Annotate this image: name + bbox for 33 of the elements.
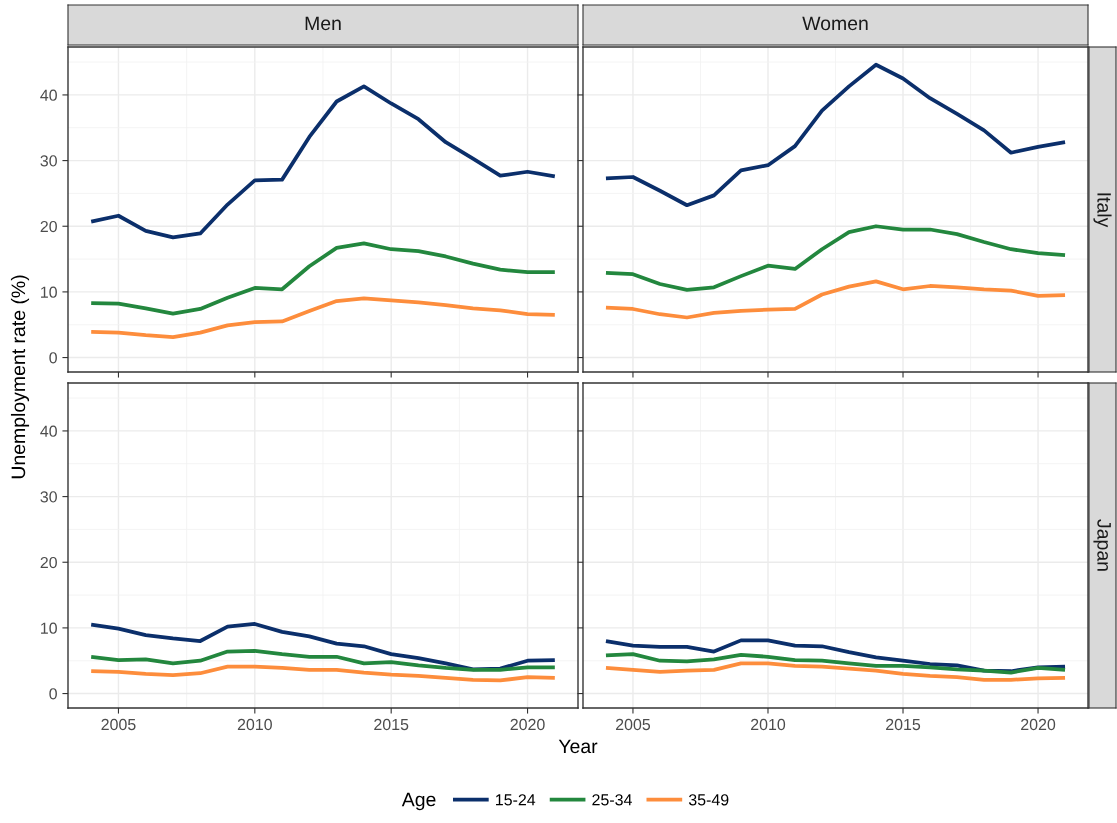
y-axis-title: Unemployment rate (%) bbox=[10, 275, 30, 479]
y-tick-label: 30 bbox=[40, 491, 57, 503]
y-tick-label: 20 bbox=[40, 220, 57, 233]
x-tick-label: 2005 bbox=[616, 718, 651, 731]
x-tick-label: 2020 bbox=[1021, 718, 1056, 731]
line-series bbox=[89, 241, 557, 316]
line-series bbox=[89, 664, 557, 683]
legend-label: 35-49 bbox=[688, 794, 729, 806]
line-series bbox=[89, 84, 557, 240]
y-tick-label: 10 bbox=[41, 286, 57, 298]
x-tick-label: 2005 bbox=[101, 718, 136, 731]
y-tick-label: 30 bbox=[40, 155, 57, 167]
y-tick-label: 0 bbox=[49, 352, 57, 364]
x-tick-label: 2015 bbox=[374, 718, 409, 731]
text: Japan bbox=[1093, 519, 1111, 571]
y-tick-label: 40 bbox=[40, 425, 57, 437]
legend-label: 15-24 bbox=[496, 794, 536, 806]
y-tick-label: 20 bbox=[40, 556, 57, 569]
y-tick-label: 40 bbox=[40, 89, 57, 101]
x-tick-label: 2015 bbox=[886, 718, 921, 731]
line-series bbox=[89, 649, 557, 672]
legend-label: 25-34 bbox=[592, 794, 632, 806]
chart-title: Women bbox=[802, 16, 868, 31]
text: Italy bbox=[1093, 193, 1112, 228]
legend-title: Age bbox=[401, 792, 436, 811]
y-tick-label: 10 bbox=[41, 622, 57, 634]
x-axis-title: Year bbox=[558, 739, 598, 754]
x-tick-label: 2010 bbox=[751, 718, 786, 731]
x-tick-label: 2020 bbox=[510, 718, 545, 731]
line-series bbox=[89, 296, 557, 340]
x-tick-label: 2010 bbox=[237, 718, 272, 731]
chart-title: Men bbox=[305, 16, 341, 31]
y-tick-label: 0 bbox=[49, 688, 57, 700]
